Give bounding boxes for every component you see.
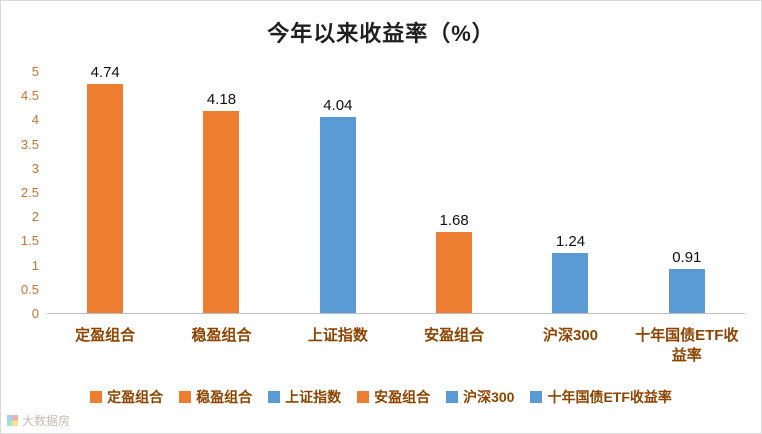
legend-item: 定盈组合	[90, 387, 163, 407]
category-label: 上证指数	[307, 327, 368, 344]
y-tick-label: 1.5	[20, 233, 39, 249]
legend-swatch-icon	[90, 390, 103, 403]
value-label: 4.74	[90, 63, 120, 81]
value-label: 0.91	[672, 248, 702, 266]
legend-item: 安盈组合	[357, 387, 430, 407]
chart-column: 1.24	[512, 72, 628, 313]
y-tick-label: 4	[31, 112, 39, 128]
chart-column: 4.18	[163, 72, 279, 313]
value-label: 1.24	[555, 232, 586, 250]
watermark: 大数据房	[7, 412, 70, 429]
y-tick-label: 5	[31, 64, 39, 79]
bar	[552, 252, 589, 313]
value-label: 4.04	[323, 97, 353, 115]
bar	[436, 231, 473, 313]
value-label: 1.68	[439, 211, 469, 229]
bar	[203, 110, 240, 313]
legend-swatch-icon	[357, 390, 370, 403]
bar	[668, 268, 705, 313]
legend-item: 沪深300	[446, 387, 514, 407]
legend-swatch-icon	[446, 390, 459, 403]
category-label: 十年国债ETF收益率	[635, 327, 739, 365]
legend-label: 上证指数	[285, 388, 342, 405]
value-label: 4.18	[206, 90, 237, 108]
chart-column: 4.74	[47, 64, 163, 313]
legend-label: 十年国债ETF收益率	[547, 388, 672, 405]
legend-item: 十年国债ETF收益率	[530, 387, 672, 407]
category-label: 沪深300	[542, 327, 598, 344]
y-tick-label: 2	[31, 209, 39, 225]
y-tick-label: 0	[31, 306, 39, 321]
legend-label: 沪深300	[463, 388, 515, 405]
category-row: 定盈组合 稳盈组合 上证指数 安盈组合 沪深300 十年国债ETF收益率	[47, 314, 745, 367]
chart-title: 今年以来收益率（%）	[267, 21, 495, 46]
bar	[319, 117, 356, 313]
legend-label: 稳盈组合	[196, 388, 253, 405]
legend-label: 定盈组合	[107, 388, 164, 405]
bar	[87, 83, 124, 313]
legend-swatch-icon	[179, 390, 192, 403]
legend-item: 稳盈组合	[179, 387, 252, 407]
y-tick-label: 3	[31, 160, 39, 176]
legend-label: 安盈组合	[374, 388, 431, 405]
category-label: 安盈组合	[424, 327, 485, 344]
chart-column: 0.91	[629, 72, 745, 313]
chart-column: 4.04	[280, 72, 396, 313]
chart-body: 0 0.5 1 1.5 2 2.5 3 3.5 4 4.5 5 4.74 4.18 4.04 1.68 1.…	[11, 64, 745, 321]
category-label: 稳盈组合	[191, 327, 252, 344]
legend-swatch-icon	[530, 390, 543, 403]
legend-item: 上证指数	[268, 387, 341, 407]
watermark-logo-icon	[7, 415, 18, 426]
category-label: 定盈组合	[75, 327, 136, 344]
chart-column: 1.68	[396, 72, 512, 313]
y-tick-label: 3.5	[20, 136, 39, 152]
legend-swatch-icon	[268, 390, 281, 403]
legend: 定盈组合 稳盈组合 上证指数 安盈组合 沪深300 十年国债ETF收益率	[1, 387, 761, 407]
y-tick-label: 0.5	[20, 281, 39, 297]
y-axis: 0 0.5 1 1.5 2 2.5 3 3.5 4 4.5 5	[11, 64, 47, 321]
watermark-text: 大数据房	[22, 414, 71, 428]
plot-area: 4.74 4.18 4.04 1.68 1.24 0.91	[47, 64, 745, 314]
y-tick-label: 2.5	[20, 185, 39, 200]
y-tick-label: 4.5	[20, 88, 39, 104]
y-tick-label: 1	[31, 257, 39, 273]
